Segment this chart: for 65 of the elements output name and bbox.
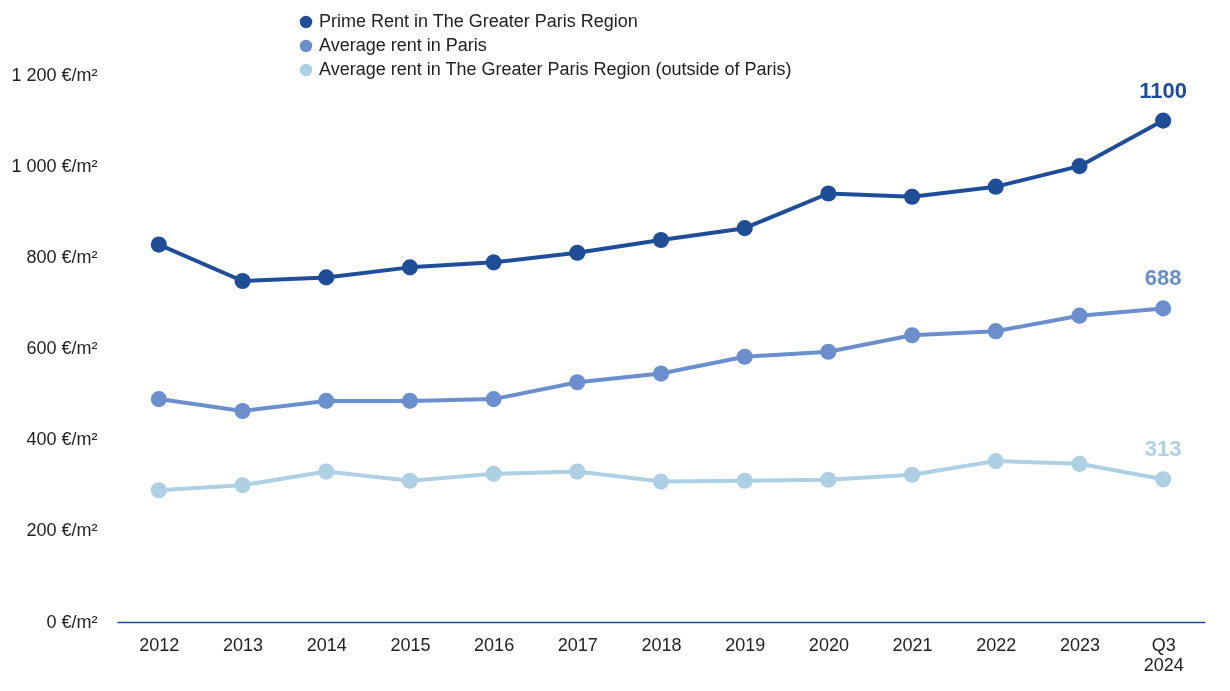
x-tick-label: 2019: [725, 634, 766, 655]
point: [652, 365, 670, 382]
point: [1155, 471, 1172, 488]
point: [1071, 307, 1088, 324]
data-label: 688: [1144, 265, 1182, 291]
point: [987, 323, 1004, 340]
point: [1155, 112, 1172, 129]
point: [318, 463, 335, 480]
point: [652, 231, 670, 249]
point: [987, 453, 1004, 470]
point: [904, 188, 921, 205]
point: [736, 348, 753, 365]
point: [485, 465, 502, 482]
x-tick-label: 2015: [390, 634, 431, 655]
point: [401, 259, 418, 276]
x-tick-label: 2017: [557, 634, 598, 655]
legend-label: Prime Rent in The Greater Paris Region: [319, 11, 638, 31]
data-label: 313: [1144, 436, 1182, 462]
y-tick-label: 200 €/m²: [26, 520, 98, 541]
point: [150, 236, 167, 253]
y-tick-label: 0 €/m²: [46, 611, 98, 632]
point: [401, 472, 418, 489]
x-tick-label: 2021: [892, 634, 933, 655]
y-tick-label: 1 000 €/m²: [11, 155, 98, 176]
point: [820, 471, 837, 488]
point: [150, 391, 167, 408]
point: [485, 254, 502, 271]
point: [569, 374, 586, 391]
point: [904, 466, 921, 483]
point: [234, 402, 251, 419]
point: [820, 185, 837, 202]
y-tick-label: 800 €/m²: [26, 246, 98, 267]
point: [485, 391, 502, 408]
x-tick-label: 2016: [474, 634, 515, 655]
point: [1155, 300, 1172, 317]
point: [234, 272, 251, 290]
point: [652, 473, 670, 490]
x-tick-label: 2014: [306, 634, 347, 655]
point: [1071, 455, 1088, 472]
point: [401, 392, 418, 409]
point: [820, 343, 837, 360]
point: [987, 178, 1004, 195]
legend-label: Average rent in Paris: [319, 35, 487, 55]
y-tick-label: 400 €/m²: [26, 429, 98, 450]
point: [736, 220, 753, 237]
legend-label: Average rent in The Greater Paris Region (outside of Paris): [319, 59, 792, 79]
data-label: 1100: [1139, 77, 1188, 103]
x-tick-label: 2023: [1059, 634, 1100, 655]
x-tick-label: 2022: [976, 634, 1017, 655]
point: [569, 244, 586, 261]
x-tick-label: 2020: [808, 634, 849, 655]
x-tick-label: 2018: [641, 634, 682, 655]
y-tick-label: 600 €/m²: [26, 338, 98, 358]
point: [569, 463, 586, 480]
x-tick-label: 2013: [223, 634, 264, 655]
point: [234, 477, 251, 494]
point: [318, 392, 335, 409]
y-tick-label: 1 200 €/m²: [11, 64, 98, 85]
point: [736, 472, 753, 489]
point: [1071, 158, 1088, 175]
point: [150, 482, 167, 499]
x-tick-label: Q3 2024: [1143, 634, 1184, 675]
point: [904, 327, 921, 344]
x-tick-label: 2012: [139, 634, 180, 655]
point: [318, 269, 335, 286]
